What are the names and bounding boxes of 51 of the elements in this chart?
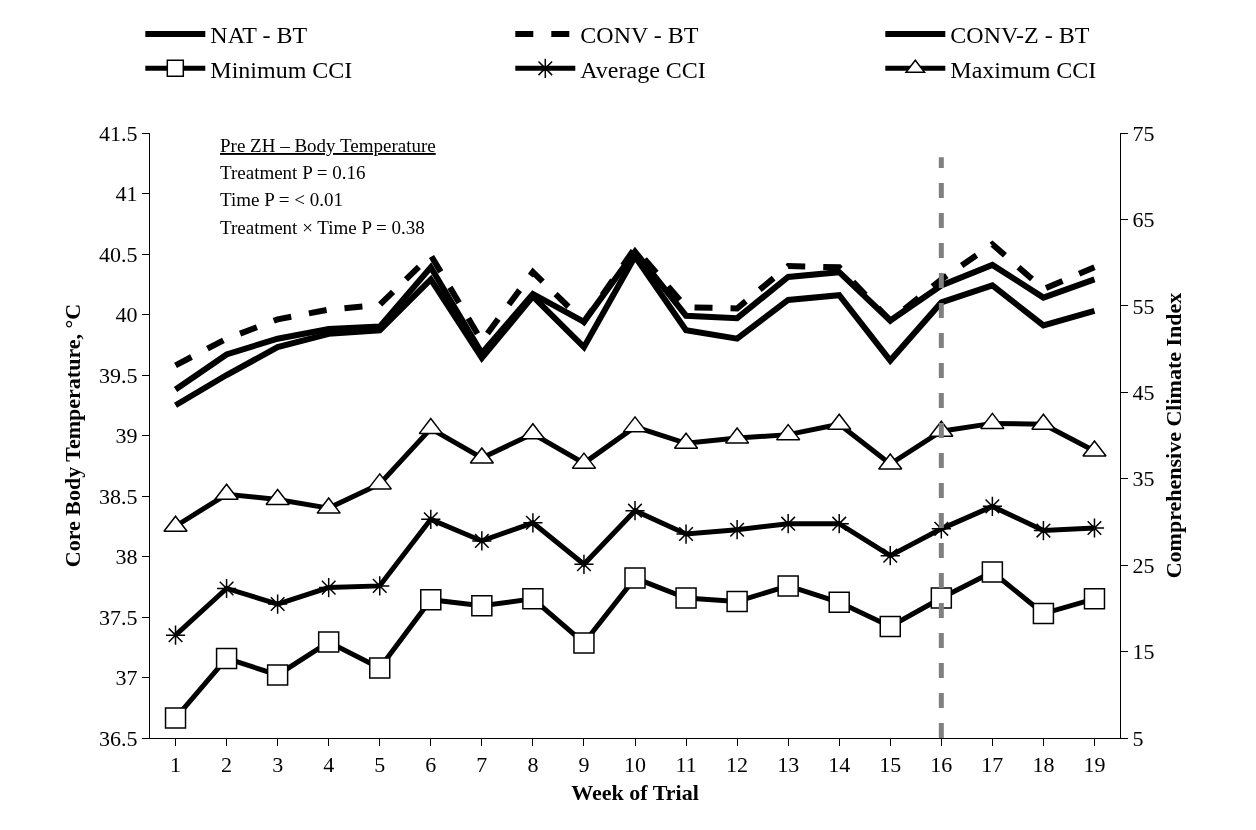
x-tick-label: 16 xyxy=(930,752,953,778)
legend-label: CONV - BT xyxy=(580,22,699,49)
x-tick-label: 14 xyxy=(828,752,851,778)
x-tick-label: 6 xyxy=(425,752,437,778)
y-tick-label: 36.5 xyxy=(99,725,138,751)
y-tick-label: 41 xyxy=(115,181,138,207)
x-tick-label: 11 xyxy=(675,752,697,778)
x-tick-label: 3 xyxy=(272,752,284,778)
x-tick-label: 8 xyxy=(527,752,539,778)
y2-tick-label: 5 xyxy=(1132,725,1144,751)
legend-label: CONV-Z - BT xyxy=(950,22,1090,49)
y2-tick-label: 45 xyxy=(1132,379,1155,405)
y2-tick-label: 75 xyxy=(1132,120,1155,146)
y-tick-label: 40 xyxy=(115,302,138,328)
x-tick-label: 15 xyxy=(879,752,902,778)
x-tick-label: 18 xyxy=(1032,752,1055,778)
x-tick-label: 10 xyxy=(624,752,646,778)
y-tick-label: 39.5 xyxy=(99,362,138,388)
y2-tick-label: 65 xyxy=(1132,207,1155,233)
y2-tick-label: 15 xyxy=(1132,639,1155,665)
x-tick-label: 4 xyxy=(323,752,335,778)
x-tick-label: 7 xyxy=(476,752,488,778)
y-tick-label: 40.5 xyxy=(99,241,138,267)
y2-tick-label: 55 xyxy=(1132,293,1155,319)
y2-tick-label: 35 xyxy=(1132,466,1155,492)
legend-label: Average CCI xyxy=(580,56,706,83)
legend-label: Maximum CCI xyxy=(950,56,1097,83)
annotation: Treatment × Time P = 0.38 xyxy=(220,217,425,238)
x-tick-label: 5 xyxy=(374,752,386,778)
annotation: Pre ZH – Body Temperature xyxy=(220,135,436,156)
legend-label: Minimum CCI xyxy=(210,56,353,83)
annotation: Treatment P = 0.16 xyxy=(220,162,366,183)
y-tick-label: 39 xyxy=(115,423,138,449)
y-tick-label: 38.5 xyxy=(99,483,138,509)
annotation: Time P = < 0.01 xyxy=(220,189,343,210)
y2-axis-title: Comprehensive Climate Index xyxy=(1161,292,1187,579)
y-tick-label: 41.5 xyxy=(99,120,138,146)
x-tick-label: 19 xyxy=(1083,752,1106,778)
x-tick-label: 1 xyxy=(170,752,182,778)
y2-tick-label: 25 xyxy=(1132,552,1155,578)
x-tick-label: 17 xyxy=(981,752,1004,778)
x-tick-label: 12 xyxy=(726,752,749,778)
x-axis-title: Week of Trial xyxy=(571,780,699,806)
x-tick-label: 13 xyxy=(777,752,800,778)
y-tick-label: 38 xyxy=(115,544,138,570)
x-tick-label: 2 xyxy=(221,752,233,778)
y-tick-label: 37.5 xyxy=(99,604,138,630)
legend-label: NAT - BT xyxy=(210,22,308,49)
y-axis-title: Core Body Temperature, °C xyxy=(59,303,85,568)
y-tick-label: 37 xyxy=(115,665,138,691)
x-tick-label: 9 xyxy=(578,752,590,778)
